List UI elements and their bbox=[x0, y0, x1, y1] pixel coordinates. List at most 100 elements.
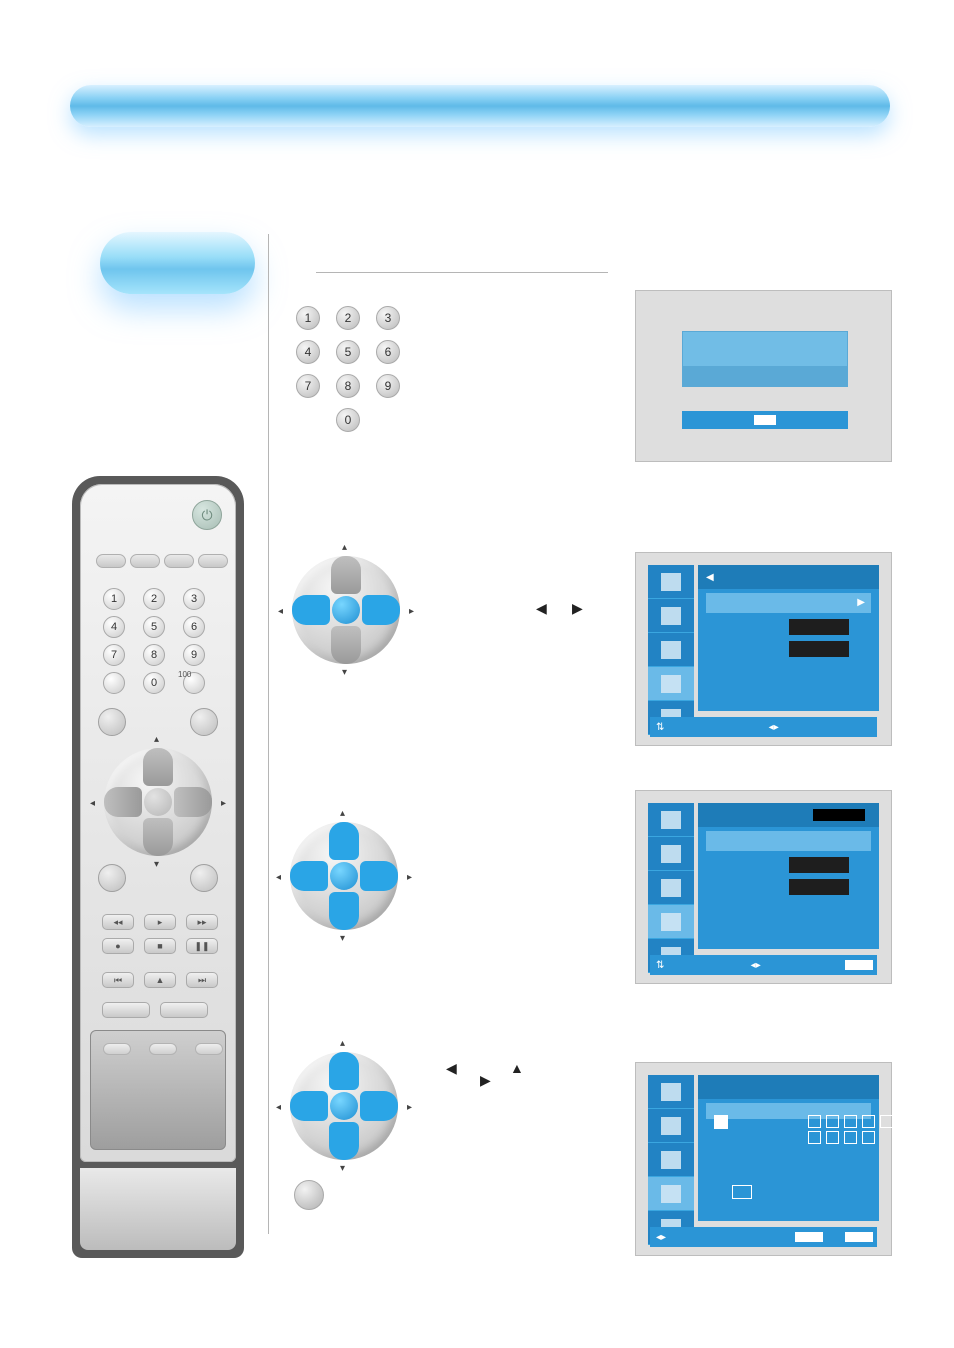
exit-button-right[interactable] bbox=[190, 864, 218, 892]
dpad-up[interactable] bbox=[331, 556, 361, 594]
numeric-keypad: 1 2 3 4 5 6 7 8 9 0 bbox=[296, 306, 400, 442]
dpad-down[interactable] bbox=[329, 1122, 359, 1160]
osd2-panel: ◀ ▶ bbox=[698, 565, 879, 711]
osd4-grid-left bbox=[714, 1115, 810, 1129]
num-0[interactable]: 0 bbox=[143, 672, 165, 694]
arrow-tip-right-icon: ▸ bbox=[407, 872, 412, 883]
osd2-sidebar bbox=[648, 565, 694, 711]
num-7[interactable]: 7 bbox=[103, 644, 125, 666]
keypad-9[interactable]: 9 bbox=[376, 374, 400, 398]
ffwd-button[interactable]: ▸▸ bbox=[186, 914, 218, 930]
dpad-left[interactable] bbox=[104, 787, 142, 817]
dpad-right[interactable] bbox=[362, 595, 400, 625]
sidebar-icon bbox=[661, 1151, 681, 1169]
dpad-up[interactable] bbox=[143, 748, 173, 786]
keypad-2[interactable]: 2 bbox=[336, 306, 360, 330]
dpad-right[interactable] bbox=[360, 1091, 398, 1121]
keypad-0[interactable]: 0 bbox=[336, 408, 360, 432]
arrow-tip-left-icon: ◂ bbox=[276, 1102, 281, 1113]
flap-button-3[interactable] bbox=[195, 1043, 223, 1055]
sidebar-icon bbox=[661, 1117, 681, 1135]
dpad-step2: ▴ ▾ ◂ ▸ bbox=[282, 546, 410, 674]
num-blank-l[interactable] bbox=[103, 672, 125, 694]
dpad-down[interactable] bbox=[329, 892, 359, 930]
arrow-tip-right-icon: ▸ bbox=[221, 798, 226, 809]
arrow-tip-right-icon: ▸ bbox=[409, 606, 414, 617]
prev-button[interactable]: ⏮ bbox=[102, 972, 134, 988]
num-8[interactable]: 8 bbox=[143, 644, 165, 666]
next-button[interactable]: ⏭ bbox=[186, 972, 218, 988]
dpad-ok[interactable] bbox=[330, 862, 358, 890]
inline-arrow-left-icon: ◀ bbox=[446, 1060, 457, 1077]
menu-button[interactable] bbox=[294, 1180, 324, 1210]
keypad-6[interactable]: 6 bbox=[376, 340, 400, 364]
play-button[interactable]: ▸ bbox=[144, 914, 176, 930]
menu-button-left[interactable] bbox=[98, 708, 126, 736]
color-button-1[interactable] bbox=[102, 1002, 150, 1018]
foot-box bbox=[795, 1232, 823, 1242]
label-100: 100 bbox=[178, 670, 191, 679]
mode-button-2[interactable] bbox=[130, 554, 160, 568]
dpad-right[interactable] bbox=[360, 861, 398, 891]
osd3-sidebar bbox=[648, 803, 694, 949]
step-pill bbox=[100, 232, 255, 294]
foot-leftright-icon: ◂▸ bbox=[656, 1232, 666, 1243]
dpad-down[interactable] bbox=[143, 818, 173, 856]
mode-button-1[interactable] bbox=[96, 554, 126, 568]
sidebar-item bbox=[648, 837, 694, 871]
keypad-4[interactable]: 4 bbox=[296, 340, 320, 364]
flap-button-2[interactable] bbox=[149, 1043, 177, 1055]
arrow-tip-down-icon: ▾ bbox=[342, 667, 347, 678]
dpad-ok[interactable] bbox=[332, 596, 360, 624]
foot-updown-icon: ⇅ bbox=[656, 722, 664, 733]
sidebar-icon bbox=[661, 1083, 681, 1101]
keypad-7[interactable]: 7 bbox=[296, 374, 320, 398]
dpad-ok[interactable] bbox=[330, 1092, 358, 1120]
pause-button[interactable]: ❚❚ bbox=[186, 938, 218, 954]
grid-cell bbox=[826, 1131, 839, 1144]
keypad-5[interactable]: 5 bbox=[336, 340, 360, 364]
mode-button-4[interactable] bbox=[198, 554, 228, 568]
exit-button-left[interactable] bbox=[98, 864, 126, 892]
num-4[interactable]: 4 bbox=[103, 616, 125, 638]
num-5[interactable]: 5 bbox=[143, 616, 165, 638]
dpad-up[interactable] bbox=[329, 822, 359, 860]
sidebar-item-selected bbox=[648, 667, 694, 701]
dpad-down[interactable] bbox=[331, 626, 361, 664]
dpad-left[interactable] bbox=[292, 595, 330, 625]
keypad-8[interactable]: 8 bbox=[336, 374, 360, 398]
eject-button[interactable]: ▲ bbox=[144, 972, 176, 988]
osd4-footer: ◂▸ bbox=[650, 1227, 877, 1247]
mode-button-3[interactable] bbox=[164, 554, 194, 568]
num-3[interactable]: 3 bbox=[183, 588, 205, 610]
num-6[interactable]: 6 bbox=[183, 616, 205, 638]
foot-leftright-icon: ◂▸ bbox=[769, 722, 779, 733]
inline-arrow-up-icon: ▲ bbox=[510, 1060, 524, 1076]
stop-button[interactable]: ■ bbox=[144, 938, 176, 954]
remote-dpad: ▴ ▾ ◂ ▸ bbox=[94, 738, 222, 866]
flap-button-1[interactable] bbox=[103, 1043, 131, 1055]
inline-arrow-left-icon: ◀ bbox=[536, 600, 547, 617]
power-button[interactable]: ⏻ bbox=[192, 500, 222, 530]
record-button[interactable]: ● bbox=[102, 938, 134, 954]
sidebar-item bbox=[648, 599, 694, 633]
color-button-2[interactable] bbox=[160, 1002, 208, 1018]
dpad-right[interactable] bbox=[174, 787, 212, 817]
row-arrow-icon: ▶ bbox=[857, 597, 865, 608]
grid-cell bbox=[844, 1115, 857, 1128]
sidebar-icon bbox=[661, 607, 681, 625]
num-1[interactable]: 1 bbox=[103, 588, 125, 610]
arrow-tip-up-icon: ▴ bbox=[154, 734, 159, 745]
dpad-ok[interactable] bbox=[144, 788, 172, 816]
dpad-left[interactable] bbox=[290, 861, 328, 891]
menu-button-right[interactable] bbox=[190, 708, 218, 736]
num-2[interactable]: 2 bbox=[143, 588, 165, 610]
grid-cell bbox=[862, 1131, 875, 1144]
num-9[interactable]: 9 bbox=[183, 644, 205, 666]
dpad-up[interactable] bbox=[329, 1052, 359, 1090]
rewind-button[interactable]: ◂◂ bbox=[102, 914, 134, 930]
sidebar-icon bbox=[661, 811, 681, 829]
keypad-3[interactable]: 3 bbox=[376, 306, 400, 330]
dpad-left[interactable] bbox=[290, 1091, 328, 1121]
keypad-1[interactable]: 1 bbox=[296, 306, 320, 330]
